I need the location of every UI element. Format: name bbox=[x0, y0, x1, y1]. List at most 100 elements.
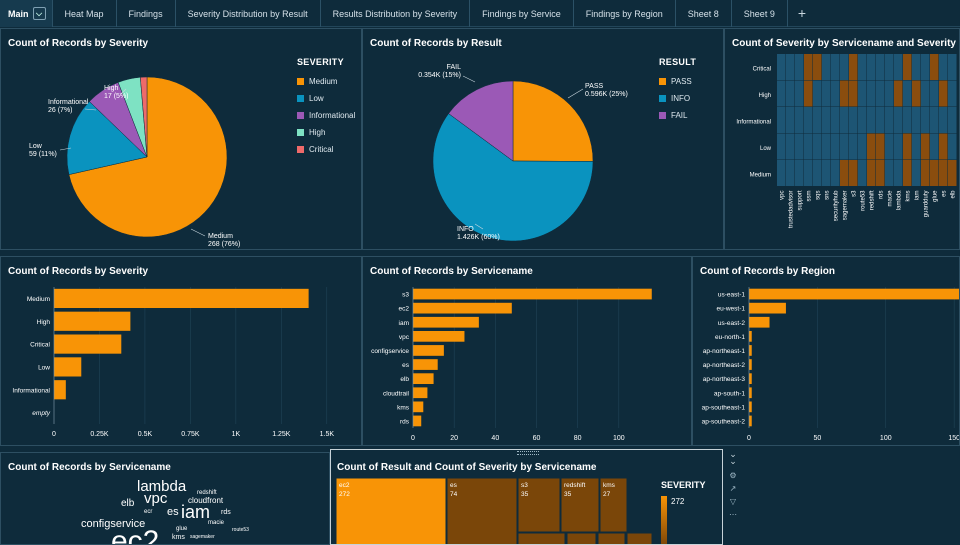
tab-sheet-8[interactable]: Sheet 8 bbox=[676, 0, 732, 27]
heat-cell[interactable] bbox=[948, 54, 957, 80]
pie-result-visual[interactable]: Count of Records by Result PASS 0.596K (2… bbox=[362, 28, 724, 250]
heat-cell[interactable] bbox=[876, 80, 885, 107]
treemap-tile-ec2[interactable] bbox=[336, 478, 447, 545]
collapse-icon[interactable]: ⌄ bbox=[729, 456, 737, 466]
heat-cell[interactable] bbox=[831, 133, 840, 160]
chevron-down-icon[interactable]: ⌵ bbox=[32, 7, 46, 20]
heat-cell[interactable] bbox=[903, 80, 912, 107]
word-macie[interactable]: macie bbox=[208, 520, 225, 526]
bar-ap-northeast-2[interactable] bbox=[749, 359, 752, 370]
heat-cell[interactable] bbox=[858, 160, 867, 186]
heat-cell[interactable] bbox=[885, 160, 894, 186]
heat-cell[interactable] bbox=[777, 80, 786, 107]
word-sagemaker[interactable]: sagemaker bbox=[190, 534, 215, 540]
bar-medium[interactable] bbox=[54, 288, 309, 309]
heat-cell[interactable] bbox=[876, 54, 885, 80]
heatmap-chart[interactable]: Critical High Informational Low Medium vpc tru… bbox=[725, 29, 960, 250]
heat-cell[interactable] bbox=[930, 160, 939, 186]
heat-cell[interactable] bbox=[795, 80, 804, 107]
word-kms[interactable]: kms bbox=[172, 534, 185, 541]
heat-cell[interactable] bbox=[903, 160, 912, 186]
heat-cell[interactable] bbox=[822, 160, 831, 186]
heat-cell[interactable] bbox=[849, 54, 858, 80]
heat-cell[interactable] bbox=[867, 160, 876, 186]
treemap-chart[interactable]: ec2 272 es 74 s3 35 redshift 35 kms 27 bbox=[336, 478, 656, 545]
heat-cell[interactable] bbox=[840, 133, 849, 160]
treemap-visual[interactable]: Count of Result and Count of Severity by… bbox=[330, 449, 723, 545]
word-es[interactable]: es bbox=[167, 506, 179, 518]
pie-severity-visual[interactable]: Count of Records by Severity Medium 268 (… bbox=[0, 28, 362, 250]
heat-cell[interactable] bbox=[795, 160, 804, 186]
heat-cell[interactable] bbox=[903, 107, 912, 133]
bar-ec2[interactable] bbox=[413, 302, 512, 314]
heat-cell[interactable] bbox=[831, 107, 840, 133]
heat-cell[interactable] bbox=[948, 160, 957, 186]
more-options-icon[interactable]: ⋯ bbox=[729, 510, 737, 519]
heat-cell[interactable] bbox=[903, 54, 912, 80]
heat-cell[interactable] bbox=[858, 80, 867, 107]
word-rds[interactable]: rds bbox=[221, 509, 231, 516]
heat-cell[interactable] bbox=[867, 133, 876, 160]
heat-cell[interactable] bbox=[867, 54, 876, 80]
bar-low[interactable] bbox=[54, 357, 82, 377]
heat-cell[interactable] bbox=[813, 160, 822, 186]
heat-cell[interactable] bbox=[831, 54, 840, 80]
bar-us-east-1[interactable] bbox=[749, 288, 960, 300]
word-cloudfront[interactable]: cloudfront bbox=[188, 496, 224, 505]
bar-eu-west-1[interactable] bbox=[749, 302, 786, 314]
tab-sheet-9[interactable]: Sheet 9 bbox=[732, 0, 788, 27]
heat-cell[interactable] bbox=[786, 133, 795, 160]
heat-cell[interactable] bbox=[885, 54, 894, 80]
heat-cell[interactable] bbox=[885, 107, 894, 133]
treemap-tile[interactable] bbox=[517, 532, 566, 545]
heat-cell[interactable] bbox=[795, 133, 804, 160]
heat-cell[interactable] bbox=[840, 160, 849, 186]
heat-cell[interactable] bbox=[831, 160, 840, 186]
legend-item-critical[interactable]: Critical bbox=[297, 145, 355, 154]
bar-severity-chart[interactable]: 0 0.25K 0.5K 0.75K 1K 1.25K 1.5K Medium High Crit… bbox=[1, 257, 362, 446]
heat-cell[interactable] bbox=[930, 80, 939, 107]
fullscreen-icon[interactable]: ↗ bbox=[729, 484, 737, 493]
expand-icon[interactable]: ⌄ bbox=[729, 449, 737, 459]
heat-cell[interactable] bbox=[786, 80, 795, 107]
heat-cell[interactable] bbox=[840, 107, 849, 133]
bar-high[interactable] bbox=[54, 311, 131, 331]
bar-iam[interactable] bbox=[413, 316, 479, 328]
heat-cell[interactable] bbox=[858, 133, 867, 160]
heat-cell[interactable] bbox=[921, 54, 930, 80]
heat-cell[interactable] bbox=[912, 107, 921, 133]
heat-cell[interactable] bbox=[894, 80, 903, 107]
treemap-tile[interactable] bbox=[626, 532, 653, 545]
tab-main[interactable]: Main ⌵ bbox=[0, 0, 53, 27]
add-sheet-icon[interactable]: + bbox=[797, 5, 807, 21]
heat-cell[interactable] bbox=[930, 107, 939, 133]
treemap-tile-redshift[interactable] bbox=[560, 478, 600, 533]
tab-findings[interactable]: Findings bbox=[117, 0, 176, 27]
bar-service-visual[interactable]: Count of Records by Servicename 0 20 40 60 8… bbox=[362, 256, 692, 446]
legend-item-high[interactable]: High bbox=[297, 128, 355, 137]
legend-item-medium[interactable]: Medium bbox=[297, 77, 355, 86]
bar-eu-north-1[interactable] bbox=[749, 330, 752, 342]
heat-cell[interactable] bbox=[777, 160, 786, 186]
heat-cell[interactable] bbox=[840, 80, 849, 107]
word-ecr[interactable]: ecr bbox=[144, 509, 153, 515]
heat-cell[interactable] bbox=[939, 160, 948, 186]
heat-cell[interactable] bbox=[804, 160, 813, 186]
heat-cell[interactable] bbox=[930, 54, 939, 80]
bar-severity-visual[interactable]: Count of Records by Severity 0 0.25K 0.5K 0… bbox=[0, 256, 362, 446]
heat-cell[interactable] bbox=[813, 80, 822, 107]
legend-item-pass[interactable]: PASS bbox=[659, 77, 696, 86]
wordcloud-visual[interactable]: Count of Records by Servicename lambda v… bbox=[0, 452, 330, 545]
heat-cell[interactable] bbox=[894, 54, 903, 80]
word-route53[interactable]: route53 bbox=[232, 527, 249, 533]
heat-cell[interactable] bbox=[786, 107, 795, 133]
heat-cell[interactable] bbox=[885, 80, 894, 107]
bar-elb[interactable] bbox=[413, 373, 434, 385]
heat-cell[interactable] bbox=[777, 133, 786, 160]
word-vpc[interactable]: vpc bbox=[144, 490, 168, 507]
heat-cell[interactable] bbox=[921, 80, 930, 107]
heat-cell[interactable] bbox=[822, 80, 831, 107]
heat-cell[interactable] bbox=[867, 80, 876, 107]
heat-cell[interactable] bbox=[912, 160, 921, 186]
